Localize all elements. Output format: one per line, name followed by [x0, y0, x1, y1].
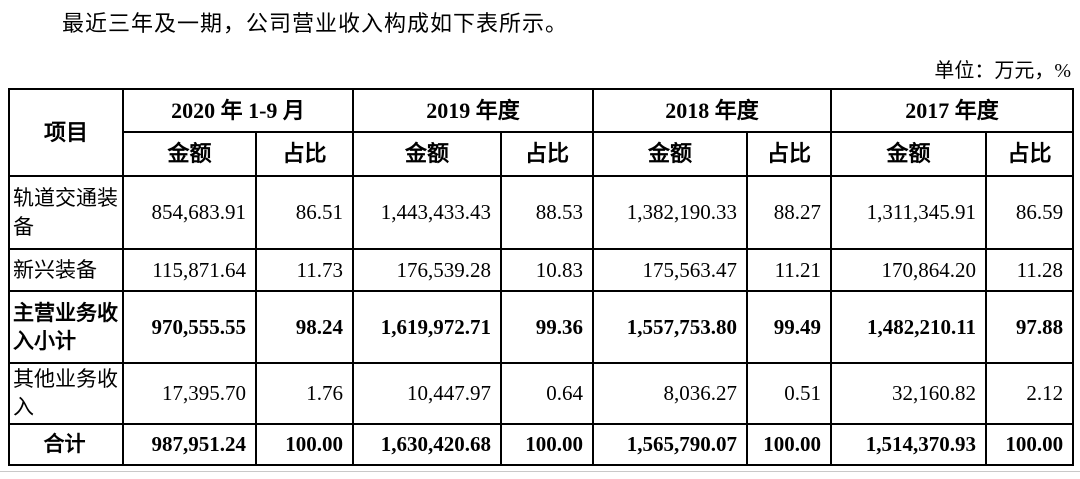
amount-cell: 1,382,190.33 — [592, 175, 749, 250]
row-label: 其他业务收入 — [8, 362, 124, 425]
header-amount: 金额 — [592, 131, 749, 177]
amount-cell: 1,482,210.11 — [830, 290, 988, 364]
row-label: 主营业务收入小计 — [8, 290, 124, 364]
amount-cell: 10,447.97 — [352, 362, 503, 425]
amount-cell: 175,563.47 — [592, 248, 749, 292]
ratio-cell: 99.49 — [746, 290, 833, 364]
header-period-2020: 2020 年 1-9 月 — [121, 88, 355, 133]
row-label: 新兴装备 — [8, 248, 124, 292]
ratio-cell: 86.59 — [985, 175, 1075, 250]
amount-cell: 1,565,790.07 — [592, 422, 749, 466]
table-row-emerging-equipment: 新兴装备 115,871.64 11.73 176,539.28 10.83 1… — [8, 248, 1075, 292]
row-label: 合计 — [8, 422, 124, 466]
ratio-cell: 1.76 — [254, 362, 355, 425]
amount-cell: 176,539.28 — [352, 248, 503, 292]
header-amount: 金额 — [352, 131, 503, 177]
header-ratio: 占比 — [746, 131, 833, 177]
amount-cell: 17,395.70 — [122, 362, 257, 425]
amount-cell: 1,557,753.80 — [592, 290, 749, 364]
amount-cell: 1,619,972.71 — [352, 290, 503, 364]
header-item: 项目 — [8, 88, 124, 177]
amount-cell: 987,951.24 — [122, 422, 257, 466]
amount-cell: 1,443,433.43 — [352, 175, 503, 250]
ratio-cell: 88.53 — [500, 175, 595, 250]
ratio-cell: 0.51 — [746, 362, 833, 425]
ratio-cell: 100.00 — [254, 422, 355, 466]
header-period-2018: 2018 年度 — [592, 88, 833, 133]
amount-cell: 170,864.20 — [830, 248, 988, 292]
intro-text: 最近三年及一期，公司营业收入构成如下表所示。 — [62, 11, 569, 36]
ratio-cell: 98.24 — [254, 290, 355, 364]
ratio-cell: 10.83 — [500, 248, 595, 292]
ratio-cell: 99.36 — [500, 290, 595, 364]
table-row-other-business: 其他业务收入 17,395.70 1.76 10,447.97 0.64 8,0… — [8, 362, 1075, 425]
header-amount: 金额 — [830, 131, 988, 177]
page-divider — [0, 471, 1080, 472]
ratio-cell: 11.73 — [254, 248, 355, 292]
table-row-total: 合计 987,951.24 100.00 1,630,420.68 100.00… — [8, 422, 1075, 466]
ratio-cell: 86.51 — [254, 175, 355, 250]
amount-cell: 115,871.64 — [122, 248, 257, 292]
amount-cell: 1,630,420.68 — [352, 422, 503, 466]
ratio-cell: 11.21 — [746, 248, 833, 292]
header-ratio: 占比 — [500, 131, 595, 177]
header-row-subcolumns: 金额 占比 金额 占比 金额 占比 金额 占比 — [9, 131, 1075, 177]
header-period-2019: 2019 年度 — [352, 88, 595, 133]
revenue-table: 项目 2020 年 1-9 月 2019 年度 2018 年度 2017 年度 … — [8, 88, 1075, 466]
amount-cell: 32,160.82 — [830, 362, 988, 425]
ratio-cell: 100.00 — [985, 422, 1075, 466]
amount-cell: 854,683.91 — [122, 175, 257, 250]
header-ratio: 占比 — [254, 131, 355, 177]
header-period-2017: 2017 年度 — [830, 88, 1075, 133]
unit-note: 单位：万元，% — [934, 60, 1071, 82]
ratio-cell: 100.00 — [500, 422, 595, 466]
header-row-periods: 项目 2020 年 1-9 月 2019 年度 2018 年度 2017 年度 — [8, 88, 1075, 177]
ratio-cell: 88.27 — [746, 175, 833, 250]
row-label: 轨道交通装备 — [8, 175, 124, 250]
ratio-cell: 100.00 — [746, 422, 833, 466]
table-row-main-business-subtotal: 主营业务收入小计 970,555.55 98.24 1,619,972.71 9… — [8, 290, 1075, 364]
amount-cell: 1,514,370.93 — [830, 422, 988, 466]
header-ratio: 占比 — [985, 131, 1075, 177]
table-row-rail-transit: 轨道交通装备 854,683.91 86.51 1,443,433.43 88.… — [8, 175, 1075, 250]
amount-cell: 970,555.55 — [122, 290, 257, 364]
ratio-cell: 0.64 — [500, 362, 595, 425]
ratio-cell: 2.12 — [985, 362, 1075, 425]
header-amount: 金额 — [122, 131, 257, 177]
ratio-cell: 97.88 — [985, 290, 1075, 364]
amount-cell: 8,036.27 — [592, 362, 749, 425]
ratio-cell: 11.28 — [985, 248, 1075, 292]
amount-cell: 1,311,345.91 — [830, 175, 988, 250]
